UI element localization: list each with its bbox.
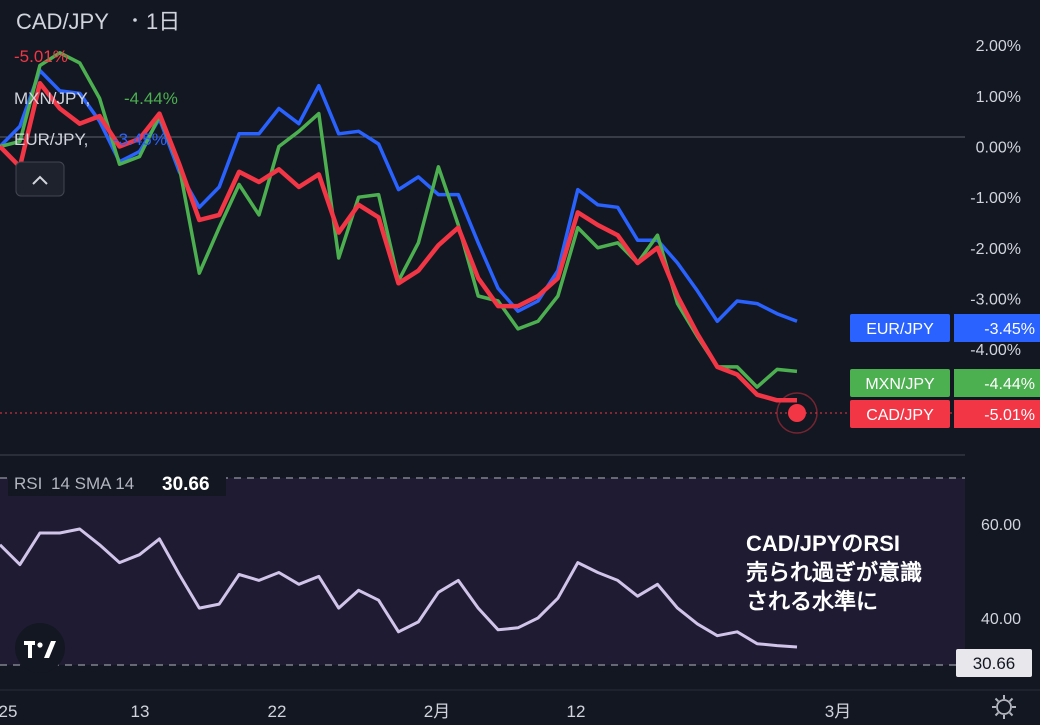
y-tick-label: -2.00% <box>970 241 1021 258</box>
rsi-value-tag-box <box>956 649 1032 677</box>
price-tag-eurjpy: EUR/JPY -3.45% <box>850 314 1040 342</box>
y-tick-label: -1.00% <box>970 190 1021 207</box>
price-tag-mxnjpy-label-box <box>850 369 950 397</box>
y-tick-label: -4.00% <box>970 342 1021 359</box>
annotation-line-1: CAD/JPYのRSI <box>746 531 900 556</box>
x-tick-label: 2月 <box>424 702 450 721</box>
title-separator-dot <box>133 18 137 22</box>
tradingview-logo[interactable] <box>15 623 65 673</box>
price-tag-eurjpy-label: EUR/JPY <box>866 321 934 338</box>
legend-mxnjpy-value: -4.44% <box>124 89 178 108</box>
price-tag-mxnjpy-value: -4.44% <box>984 376 1035 393</box>
series-line-eurjpy[interactable] <box>0 68 798 324</box>
price-pane[interactable] <box>0 0 965 455</box>
price-tag-cadjpy-label: CAD/JPY <box>866 407 934 424</box>
price-series-group <box>0 51 798 403</box>
rsi-axis-label-40: 40.00 <box>981 611 1021 628</box>
price-tag-mxnjpy-label: MXN/JPY <box>865 376 935 393</box>
price-tag-mxnjpy: MXN/JPY -4.44% <box>850 369 1040 397</box>
gear-icon[interactable] <box>992 695 1016 719</box>
annotation-line-3: される水準に <box>746 589 878 614</box>
chevron-up-icon <box>32 175 48 185</box>
price-tag-eurjpy-label-box <box>850 314 950 342</box>
interval-label[interactable]: 1日 <box>146 9 180 34</box>
legend-eurjpy-value: -3.45% <box>113 130 167 149</box>
annotation-line-2: 売られ過ぎが意識 <box>746 560 922 585</box>
series-line-cadjpy[interactable] <box>0 80 797 403</box>
symbol-title[interactable]: CAD/JPY <box>16 9 109 34</box>
price-tag-cadjpy: CAD/JPY -5.01% <box>850 400 1040 428</box>
price-tag-eurjpy-value-box <box>954 314 1040 342</box>
price-axis[interactable]: 2.00% 1.00% 0.00% -1.00% -2.00% -3.00% -4.00% <box>970 38 1021 359</box>
legend-mxnjpy-label[interactable]: MXN/JPY, <box>14 89 90 108</box>
legend-collapse-button[interactable] <box>15 161 65 197</box>
y-tick-label: -3.00% <box>970 292 1021 309</box>
rsi-series-group <box>0 527 798 649</box>
x-tick-label: 25 <box>0 702 17 721</box>
rsi-band <box>0 478 965 665</box>
x-tick-label: 22 <box>268 702 287 721</box>
y-tick-label: 1.00% <box>976 89 1021 106</box>
rsi-axis-label-60: 60.00 <box>981 517 1021 534</box>
rsi-label[interactable]: RSI <box>14 474 42 493</box>
price-tag-cadjpy-label-box <box>850 400 950 428</box>
rsi-params: 14 SMA 14 <box>51 474 134 493</box>
symbol-change: -5.01% <box>14 47 68 66</box>
x-tick-label: 13 <box>131 702 150 721</box>
rsi-current-value: 30.66 <box>162 474 210 495</box>
price-tag-mxnjpy-value-box <box>954 369 1040 397</box>
time-axis[interactable]: 25 13 22 2月 12 3月 <box>0 702 851 721</box>
last-point-marker <box>788 404 806 422</box>
last-point-halo <box>776 392 818 434</box>
rsi-legend-backdrop <box>8 468 226 496</box>
rsi-value-tag: 30.66 <box>956 649 1032 677</box>
x-tick-label: 12 <box>567 702 586 721</box>
legend-eurjpy-label[interactable]: EUR/JPY, <box>14 130 88 149</box>
y-tick-label: 0.00% <box>976 140 1021 157</box>
price-tag-cadjpy-value: -5.01% <box>984 407 1035 424</box>
price-tag-eurjpy-value: -3.45% <box>984 321 1035 338</box>
rsi-line[interactable] <box>0 527 798 649</box>
rsi-value-tag-text: 30.66 <box>973 654 1016 673</box>
x-tick-label: 3月 <box>825 702 851 721</box>
y-tick-label: 2.00% <box>976 38 1021 55</box>
price-tag-cadjpy-value-box <box>954 400 1040 428</box>
